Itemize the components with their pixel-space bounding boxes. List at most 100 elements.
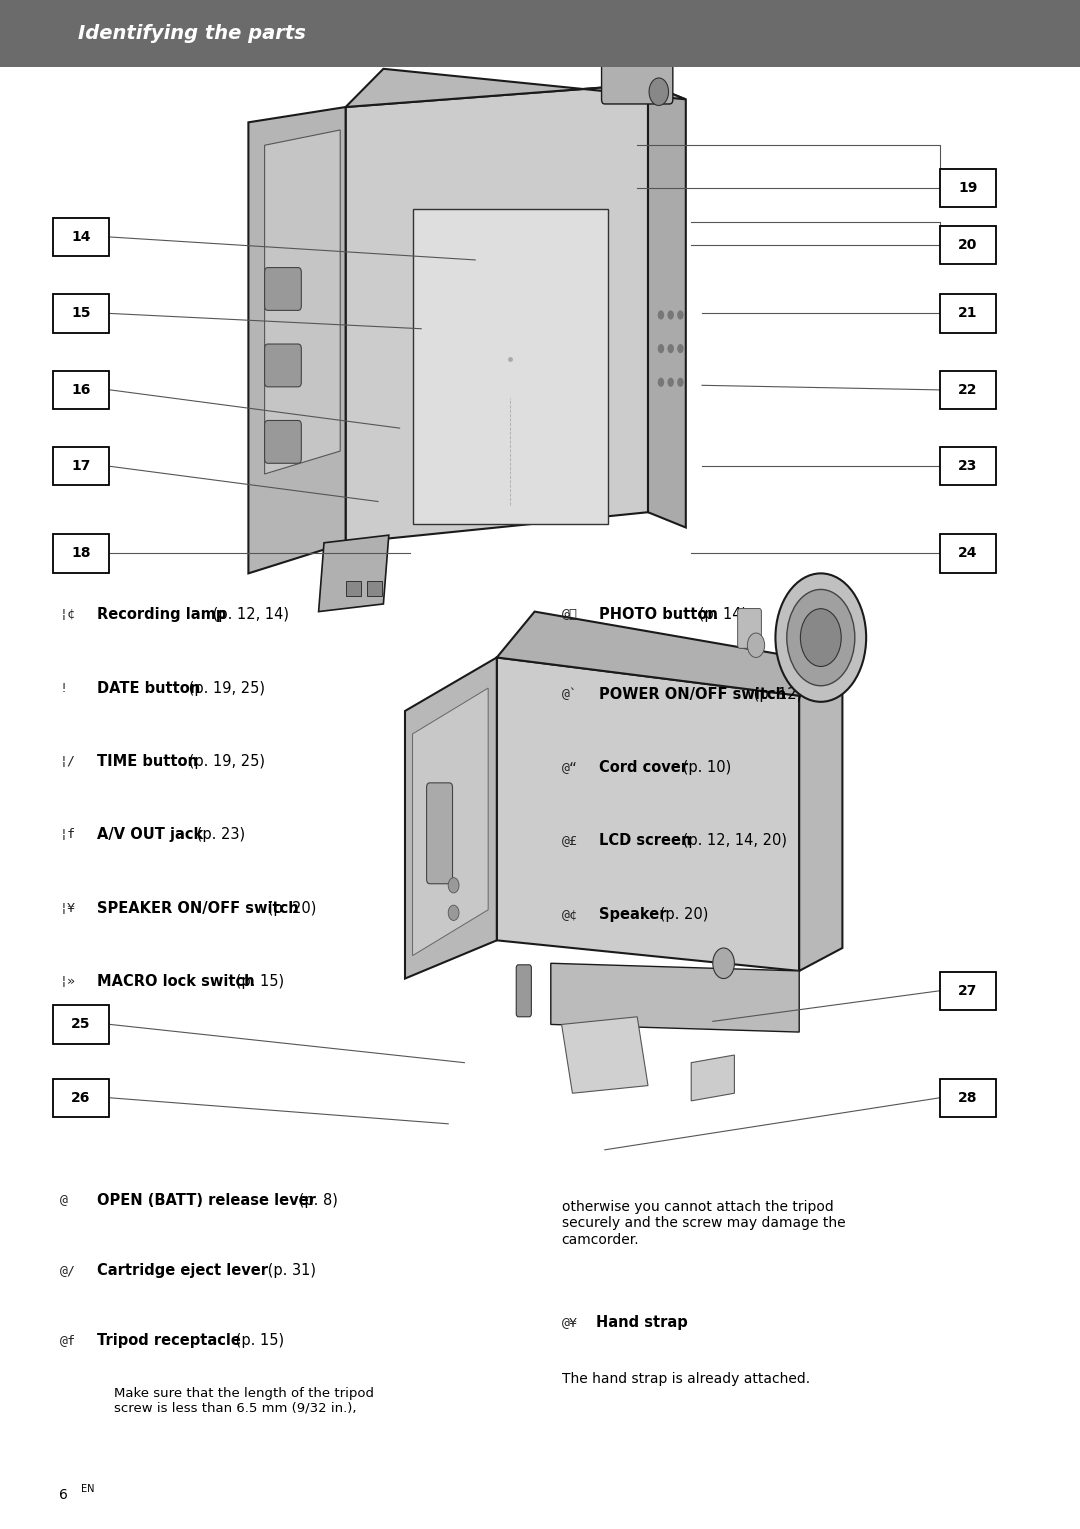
Text: 24: 24 — [958, 546, 977, 561]
Text: Recording lamp: Recording lamp — [97, 607, 227, 622]
Circle shape — [800, 609, 841, 667]
FancyBboxPatch shape — [940, 225, 996, 263]
Text: TIME button (p. 19, 25): TIME button (p. 19, 25) — [97, 754, 266, 769]
Text: 16: 16 — [71, 382, 91, 398]
Text: (p. 15): (p. 15) — [231, 1333, 284, 1349]
Text: 22: 22 — [958, 382, 977, 398]
Circle shape — [667, 378, 674, 387]
Text: MACRO lock switch (p. 15): MACRO lock switch (p. 15) — [97, 974, 291, 989]
Polygon shape — [497, 612, 842, 696]
FancyBboxPatch shape — [53, 1079, 109, 1116]
Text: PHOTO button: PHOTO button — [599, 607, 718, 622]
FancyBboxPatch shape — [346, 581, 361, 596]
Polygon shape — [265, 130, 340, 474]
Polygon shape — [551, 963, 799, 1032]
Circle shape — [658, 310, 664, 320]
Text: TIME button: TIME button — [97, 754, 199, 769]
Text: ¦¢: ¦¢ — [59, 609, 76, 621]
Polygon shape — [648, 84, 686, 528]
FancyBboxPatch shape — [940, 168, 996, 206]
Polygon shape — [413, 688, 488, 956]
FancyBboxPatch shape — [0, 0, 1080, 67]
FancyBboxPatch shape — [53, 534, 109, 572]
Circle shape — [677, 310, 684, 320]
Text: (p. 12, 14, 20): (p. 12, 14, 20) — [678, 833, 787, 849]
Circle shape — [448, 878, 459, 893]
FancyBboxPatch shape — [738, 609, 761, 648]
Text: @: @ — [59, 1194, 67, 1206]
Text: Make sure that the length of the tripod
    screw is less than 6.5 mm (9/32 in.): Make sure that the length of the tripod … — [97, 1387, 374, 1414]
Text: Cord cover: Cord cover — [599, 760, 688, 775]
FancyBboxPatch shape — [940, 1079, 996, 1116]
Text: (p. 12): (p. 12) — [750, 687, 802, 702]
Text: @`: @` — [562, 688, 578, 700]
Text: @“: @“ — [562, 761, 578, 774]
Text: 6: 6 — [59, 1488, 68, 1503]
Text: (p. 19, 25): (p. 19, 25) — [184, 754, 265, 769]
Text: 17: 17 — [71, 459, 91, 474]
Text: EN: EN — [81, 1485, 95, 1494]
Text: (p. 20): (p. 20) — [262, 901, 316, 916]
Text: ¦/: ¦/ — [59, 755, 76, 768]
Polygon shape — [497, 657, 799, 971]
Circle shape — [649, 78, 669, 106]
Polygon shape — [562, 1017, 648, 1093]
Text: OPEN (BATT) release lever: OPEN (BATT) release lever — [97, 1193, 316, 1208]
Text: @‥: @‥ — [562, 609, 578, 621]
FancyBboxPatch shape — [265, 420, 301, 463]
Text: (p. 31): (p. 31) — [262, 1263, 315, 1278]
Text: otherwise you cannot attach the tripod
securely and the screw may damage the
cam: otherwise you cannot attach the tripod s… — [562, 1200, 846, 1246]
FancyBboxPatch shape — [940, 446, 996, 485]
FancyBboxPatch shape — [940, 972, 996, 1011]
Text: SPEAKER ON/OFF switch: SPEAKER ON/OFF switch — [97, 901, 299, 916]
Text: 18: 18 — [71, 546, 91, 561]
Text: Identifying the parts: Identifying the parts — [78, 24, 306, 43]
FancyBboxPatch shape — [427, 783, 453, 884]
FancyBboxPatch shape — [413, 209, 608, 524]
FancyBboxPatch shape — [940, 534, 996, 572]
Circle shape — [677, 378, 684, 387]
Text: @¥: @¥ — [562, 1316, 578, 1329]
Text: (p. 20): (p. 20) — [654, 907, 708, 922]
Text: A/V OUT jack (p. 23): A/V OUT jack (p. 23) — [97, 827, 245, 842]
Circle shape — [667, 310, 674, 320]
Text: (p. 19, 25): (p. 19, 25) — [184, 680, 265, 696]
Text: SPEAKER ON/OFF switch (p. 20): SPEAKER ON/OFF switch (p. 20) — [97, 901, 328, 916]
Text: (p. 14): (p. 14) — [694, 607, 747, 622]
Text: 21: 21 — [958, 306, 977, 321]
Circle shape — [786, 589, 855, 685]
Text: 26: 26 — [71, 1090, 91, 1105]
Text: ¦»: ¦» — [59, 976, 76, 988]
Text: LCD screen: LCD screen — [599, 833, 692, 849]
Circle shape — [747, 633, 765, 657]
Text: (p. 12, 14): (p. 12, 14) — [207, 607, 288, 622]
Text: POWER ON/OFF switch: POWER ON/OFF switch — [599, 687, 786, 702]
Text: 15: 15 — [71, 306, 91, 321]
FancyBboxPatch shape — [367, 581, 382, 596]
Text: (p. 15): (p. 15) — [231, 974, 284, 989]
Text: (p. 23): (p. 23) — [192, 827, 245, 842]
FancyBboxPatch shape — [940, 294, 996, 332]
Text: DATE button: DATE button — [97, 680, 201, 696]
Circle shape — [658, 344, 664, 353]
Text: MACRO lock switch: MACRO lock switch — [97, 974, 255, 989]
Text: Hand strap: Hand strap — [596, 1315, 688, 1330]
Text: (p. 8): (p. 8) — [294, 1193, 338, 1208]
Text: (p. 10): (p. 10) — [678, 760, 731, 775]
Text: 14: 14 — [71, 229, 91, 245]
FancyBboxPatch shape — [53, 446, 109, 485]
Text: Cartridge eject lever: Cartridge eject lever — [97, 1263, 268, 1278]
FancyBboxPatch shape — [53, 217, 109, 255]
Text: 25: 25 — [71, 1017, 91, 1032]
FancyBboxPatch shape — [265, 268, 301, 310]
Polygon shape — [248, 107, 346, 573]
FancyBboxPatch shape — [265, 344, 301, 387]
FancyBboxPatch shape — [602, 49, 673, 104]
Polygon shape — [405, 657, 497, 979]
Text: 27: 27 — [958, 983, 977, 998]
Text: 20: 20 — [958, 237, 977, 252]
Circle shape — [658, 378, 664, 387]
Text: 19: 19 — [958, 180, 977, 196]
Text: Tripod receptacle: Tripod receptacle — [97, 1333, 241, 1349]
Text: @/: @/ — [59, 1264, 76, 1277]
